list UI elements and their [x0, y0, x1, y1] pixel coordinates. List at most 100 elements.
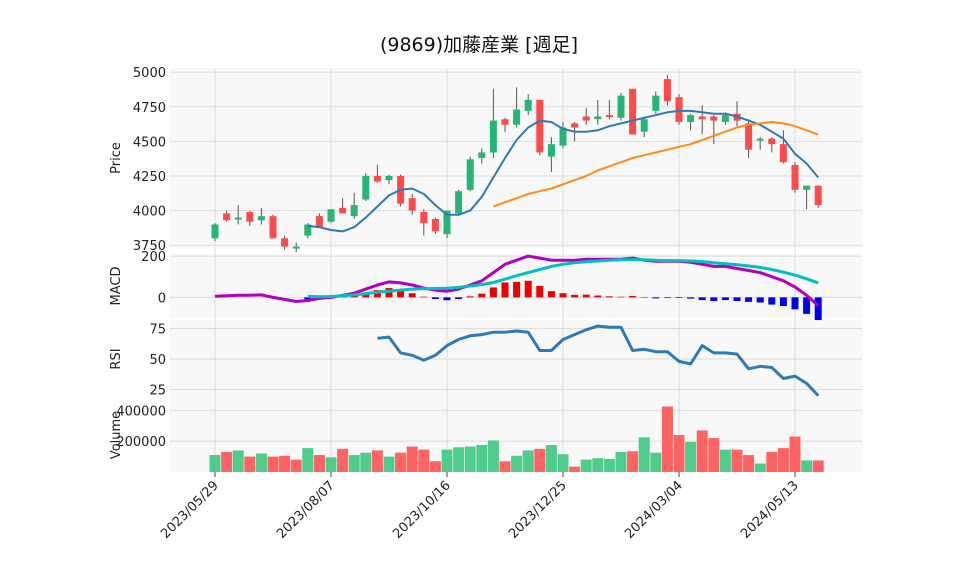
macd-histogram-bar — [350, 295, 358, 298]
volume-bar — [360, 452, 372, 472]
volume-bar — [777, 448, 789, 472]
volume-bar — [650, 452, 662, 472]
x-tick-label: 2024/03/04 — [622, 478, 686, 542]
volume-bar — [789, 436, 801, 472]
macd-y-tick-label: 200 — [141, 250, 166, 265]
volume-bar — [290, 459, 302, 472]
macd-histogram-bar — [814, 297, 822, 321]
macd-histogram-bar — [768, 297, 776, 305]
volume-bar — [244, 456, 256, 472]
volume-bar — [766, 451, 778, 472]
volume-bar — [441, 449, 453, 472]
macd-histogram-bar — [524, 280, 532, 298]
volume-bar — [661, 406, 673, 472]
volume-bar — [279, 455, 291, 472]
macd-histogram-bar — [745, 297, 753, 302]
volume-bar — [418, 449, 430, 472]
macd-histogram-bar — [443, 297, 451, 301]
macd-histogram-bar — [397, 290, 405, 298]
candle-body — [373, 176, 381, 182]
volume-bar — [348, 455, 360, 472]
macd-histogram-bar — [513, 281, 521, 298]
candle-body — [362, 176, 370, 200]
volume-bar — [731, 449, 743, 472]
candle-body — [443, 210, 451, 235]
candle-body — [327, 209, 335, 222]
candle-body — [582, 116, 590, 121]
volume-bar — [615, 451, 627, 472]
chart-title: (9869)加藤産業 [週足] — [379, 34, 579, 56]
volume-bar — [673, 435, 685, 472]
volume-bar — [302, 448, 314, 472]
volume-bar — [395, 452, 407, 472]
volume-bar — [453, 447, 465, 472]
moving-average-long-line — [493, 121, 819, 208]
candle-body — [629, 88, 637, 135]
candle-body — [304, 224, 312, 236]
volume-bar — [464, 446, 476, 472]
macd-histogram-bar — [547, 291, 555, 298]
candle-body — [536, 99, 544, 153]
macd-histogram-bar — [559, 293, 567, 298]
price-panel-background — [170, 68, 862, 248]
macd-histogram-bar — [536, 286, 544, 298]
candle-body — [756, 138, 764, 141]
candle-body — [803, 185, 811, 190]
candle-body — [779, 144, 787, 163]
macd-y-tick-label: 0 — [158, 291, 166, 306]
candle-body — [223, 213, 231, 221]
volume-bar — [708, 438, 720, 472]
volume-bar — [592, 458, 604, 472]
volume-bar — [511, 455, 523, 472]
candle-body — [350, 205, 358, 217]
candle-body — [663, 79, 671, 102]
volume-y-tick-label: 400000 — [116, 404, 166, 419]
volume-bar — [557, 454, 569, 472]
candle-body — [339, 207, 347, 214]
volume-bar — [522, 450, 534, 472]
candle-body — [466, 159, 474, 190]
candle-body — [455, 191, 463, 214]
candle-body — [431, 218, 439, 232]
candle-body — [524, 99, 532, 111]
macd-histogram-bar — [687, 297, 695, 299]
candle-body — [571, 123, 579, 128]
candle-body — [640, 119, 648, 132]
volume-bar — [406, 446, 418, 472]
macd-histogram-bar — [652, 297, 660, 299]
macd-histogram-bar — [617, 296, 625, 298]
volume-bar — [209, 455, 221, 472]
macd-histogram-bar — [466, 296, 474, 298]
x-tick-label: 2023/10/16 — [390, 478, 454, 542]
candle-body — [652, 95, 660, 111]
volume-bar — [221, 451, 233, 472]
candle-body — [594, 116, 602, 120]
candle-body — [281, 238, 289, 247]
candle-body — [246, 212, 254, 222]
price-y-tick-label: 4500 — [133, 135, 166, 150]
x-tick-label: 2023/12/25 — [506, 478, 570, 542]
volume-bar — [569, 466, 581, 472]
candle-body — [478, 152, 486, 158]
macd-histogram-bar — [431, 297, 439, 300]
macd-histogram-bar — [698, 297, 706, 301]
macd-histogram-bar — [605, 296, 613, 298]
rsi-axis-label: RSI — [109, 348, 124, 369]
rsi-y-tick-label: 25 — [149, 383, 166, 398]
candle-body — [768, 138, 776, 145]
macd-signal-line — [307, 258, 819, 299]
x-tick-label: 2023/08/07 — [274, 478, 338, 542]
macd-histogram-bar — [304, 297, 312, 300]
price-y-tick-label: 4000 — [133, 205, 166, 220]
volume-bar — [325, 457, 337, 472]
macd-histogram-bar — [408, 293, 416, 298]
volume-y-tick-label: 200000 — [116, 435, 166, 450]
volume-bar — [812, 460, 824, 472]
candle-body — [547, 144, 555, 157]
macd-histogram-bar — [594, 295, 602, 298]
macd-histogram-bar — [803, 297, 811, 314]
candle-body — [513, 109, 521, 125]
candle-body — [721, 115, 729, 122]
candle-body — [605, 115, 613, 118]
